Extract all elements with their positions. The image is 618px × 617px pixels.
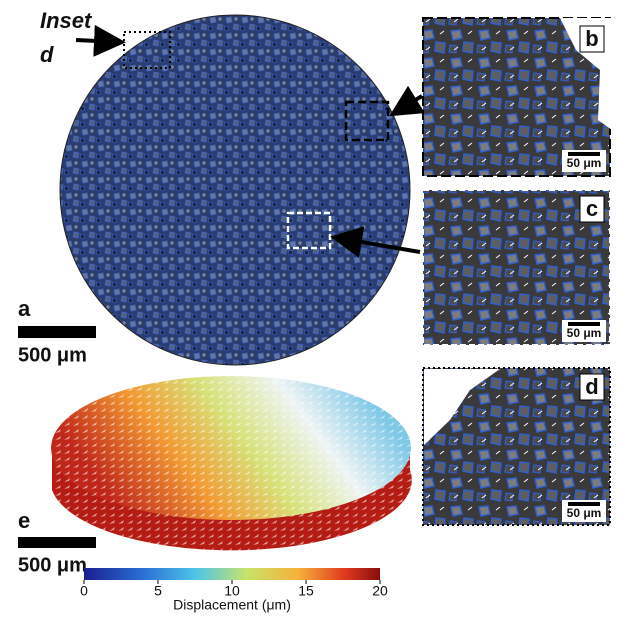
figure: Inset d a 500 μm b 50 μm c 50 μm d 50 μm…: [0, 0, 618, 617]
scale-label: 50 μm: [567, 326, 602, 340]
arrow: [396, 96, 422, 112]
panel-label: a: [18, 296, 31, 321]
inset-d: d 50 μm: [423, 368, 610, 525]
inset-c: c 50 μm: [423, 190, 610, 345]
colorbar-label: Displacement (μm): [173, 597, 291, 613]
inset-label: d: [40, 42, 54, 67]
scale-label: 50 μm: [567, 506, 602, 520]
sample-image: [60, 15, 410, 365]
colorbar-tick-label: 5: [154, 583, 162, 599]
colorbar-tick-label: 15: [298, 583, 314, 599]
inset-label: Inset: [40, 8, 93, 33]
scale-label: 500 μm: [18, 554, 87, 576]
scale-bar: [18, 537, 96, 548]
arrow: [76, 40, 118, 42]
panel-label: b: [585, 26, 598, 51]
panel-label: d: [585, 374, 598, 399]
scale-label: 50 μm: [567, 156, 602, 170]
scale-label: 500 μm: [18, 344, 87, 366]
panel-label: e: [18, 508, 30, 533]
colorbar-tick-label: 20: [372, 583, 388, 599]
panel-label: c: [586, 196, 598, 221]
inset-b: b 50 μm: [423, 18, 612, 176]
colorbar-tick-label: 0: [80, 583, 88, 599]
colorbar: [84, 568, 380, 580]
vector-field: [51, 376, 412, 550]
scale-bar: [18, 326, 96, 338]
